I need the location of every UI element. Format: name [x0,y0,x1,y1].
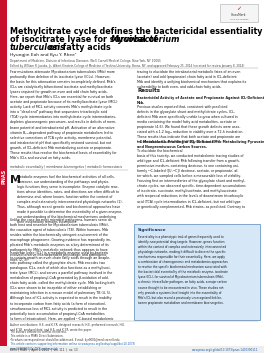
Text: Bactericidal Activity of Acetate and Propionate Against ICL-Deficient
Mtb.: Bactericidal Activity of Acetate and Pro… [137,96,264,105]
Text: Previous studies reported that, consistent with predicted
defects in the glyoxyl: Previous studies reported that, consiste… [137,105,243,144]
Text: M: M [10,175,21,185]
Text: click for updates: click for updates [230,18,248,20]
Text: Mycobacterium: Mycobacterium [111,35,181,44]
Text: Metabolic enzymes fuel the biochemical activities of all cells.
Moreover, our un: Metabolic enzymes fuel the biochemical a… [17,175,122,225]
Bar [220,4,258,22]
Text: tuberculosis: tuberculosis [10,43,66,52]
Text: on fatty acids: on fatty acids [46,43,111,52]
Text: Edited by William R. Jacobs, Jr., Albert Einstein College of Medicine of Yeshiva: Edited by William R. Jacobs, Jr., Albert… [10,64,244,67]
Text: Methylcitrate cycle defines the bactericidal essentiality: Methylcitrate cycle defines the bacteric… [10,27,262,36]
Bar [0,0,7,353]
Text: To elucidate the biochemical
basis of this toxicity, we conducted metabolomic tr: To elucidate the biochemical basis of th… [137,149,246,209]
Bar [0,346,264,353]
Text: www.pnas.org/cgi/doi/10.1073/pnas.1400390111: www.pnas.org/cgi/doi/10.1073/pnas.140039… [191,348,258,352]
Text: CrossMark: CrossMark [231,13,247,17]
Text: metabolic essentiality | membrane bioenergetics | metabolic homeostasis: metabolic essentiality | membrane bioene… [10,165,122,169]
Text: of isocitrate lyase for survival of: of isocitrate lyase for survival of [10,35,160,44]
Bar [134,224,260,320]
Text: Essentiality is a phenotypic trait of genes frequently used to
identify new pote: Essentiality is a phenotypic trait of ge… [138,235,228,305]
Text: ¹To whom correspondence should be addressed. E-mail: kyr9001@med.cornell.edu.: ¹To whom correspondence should be addres… [10,338,120,342]
Text: Significance: Significance [138,228,167,232]
Text: Isocitrate lyase (ICL) is a metabolic enzyme used by bacteria
to sustain growth : Isocitrate lyase (ICL) is a metabolic en… [10,251,115,321]
Text: Unlike the case for most microbial pathogens, humans serve as
both host and rese: Unlike the case for most microbial patho… [10,218,112,262]
Text: This article contains supporting information online at www.pnas.org/lookup/suppl: This article contains supporting informa… [10,342,135,351]
Text: PNAS: PNAS [1,169,6,184]
Text: 6878 | PNAS  |  April 1, 2014  |  vol. 111  |  no. 13: 6878 | PNAS | April 1, 2014 | vol. 111 |… [10,348,78,352]
Text: Hyungjin Eoh and Kyu Y. Rhee¹: Hyungjin Eoh and Kyu Y. Rhee¹ [10,53,77,57]
Text: tracing to elucidate the intrabacterial metabolic fates of an even
(acetate) and: tracing to elucidate the intrabacterial … [137,70,246,89]
Text: This article is a PNAS Direct Submission.: This article is a PNAS Direct Submission… [10,334,64,338]
Text: ✓: ✓ [236,6,242,12]
Text: Author contributions: H.E. and K.Y.R. designed research; H.E. performed research: Author contributions: H.E. and K.Y.R. de… [10,323,125,332]
Text: Few mutations attenuate Mycobacterium tuberculosis (Mtb) more
profoundly than de: Few mutations attenuate Mycobacterium tu… [10,70,117,160]
Text: ¹³C Metabolomic Profiling of ICL-Deficient Mtb Metabolizing Pyruvate
and Nonprom: ¹³C Metabolomic Profiling of ICL-Deficie… [137,140,264,149]
Text: Results: Results [137,88,160,93]
Text: Department of Medicine, Division of Infectious Diseases, Weill Cornell Medical C: Department of Medicine, Division of Infe… [10,59,161,63]
Text: The authors declare no conflict of interest.: The authors declare no conflict of inter… [10,330,67,334]
